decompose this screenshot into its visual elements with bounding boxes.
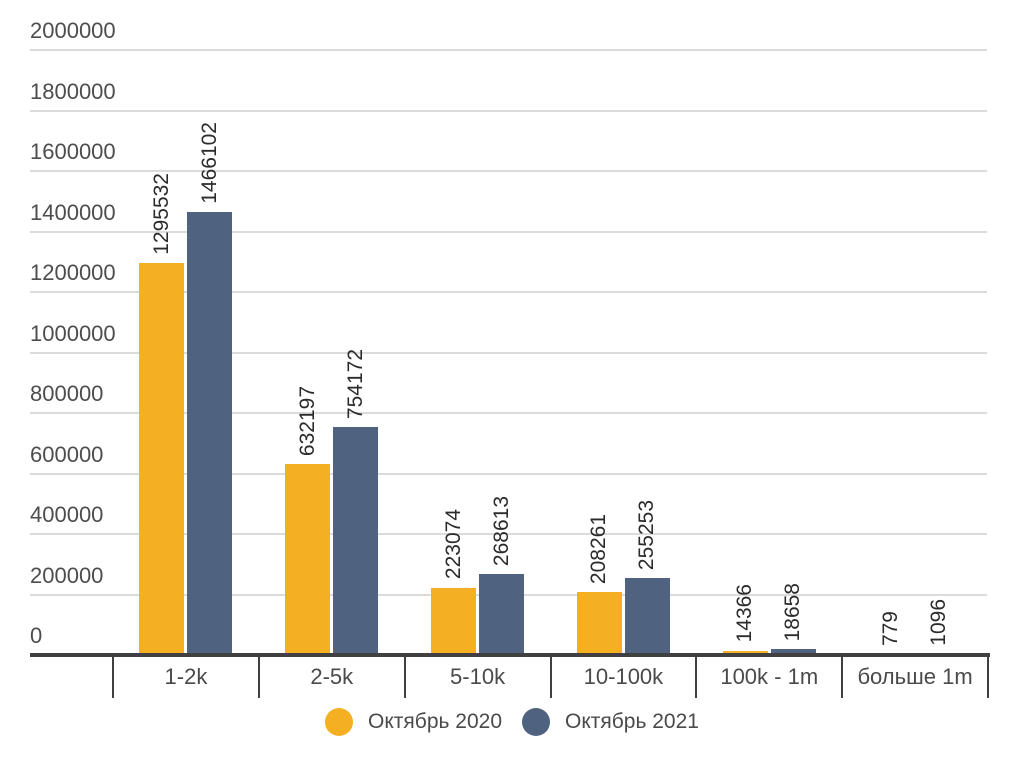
legend-label-october-2020: Октябрь 2020 (368, 710, 502, 733)
bar-value-label: 255253 (635, 499, 659, 570)
bar-series-2-cat-4 (624, 577, 670, 655)
x-axis-tick (403, 653, 406, 698)
bar-value-label: 1096 (927, 599, 951, 647)
bar-value-label: 779 (879, 611, 903, 647)
bar-series-1-cat-1 (139, 263, 185, 655)
y-gridline (30, 533, 987, 535)
x-axis-line (30, 653, 990, 657)
legend-item-october-2021[interactable]: Октябрь 2021 (522, 708, 699, 736)
bar-value-label: 14366 (733, 584, 757, 643)
x-category-label: больше 1m (857, 664, 973, 689)
x-category-label: 2-5k (310, 664, 354, 689)
x-axis-tick (841, 653, 844, 698)
bar-value-label: 1466102 (197, 121, 221, 204)
legend-swatch-october-2021-icon (522, 708, 550, 736)
bar-value-label: 18658 (781, 582, 805, 642)
x-category-label: 5-10k (450, 664, 506, 689)
x-category-label: 100k - 1m (720, 664, 819, 689)
y-gridline (30, 109, 987, 112)
y-axis-tick-label: 600000 (30, 441, 104, 467)
y-axis-tick-label: 1000000 (30, 320, 116, 346)
y-gridline (30, 230, 987, 233)
y-gridline (30, 170, 987, 172)
y-gridline (30, 412, 987, 414)
y-axis-tick-label: 0 (30, 623, 43, 648)
bar-series-1-cat-4 (576, 592, 622, 655)
y-gridline (30, 49, 987, 51)
bar-series-2-cat-3 (479, 573, 525, 655)
y-axis-tick-label: 1800000 (30, 78, 116, 104)
bar-series-1-cat-3 (431, 587, 477, 655)
y-axis-tick-label: 1400000 (30, 199, 116, 225)
bar-series-1-cat-5 (722, 650, 768, 655)
y-axis-tick-label: 800000 (30, 381, 104, 406)
x-axis-tick (695, 653, 698, 698)
y-axis-tick-label: 400000 (30, 502, 104, 527)
bar-value-label: 1295532 (149, 173, 173, 256)
bar-series-2-cat-2 (333, 426, 379, 655)
bar-value-label: 223074 (441, 509, 465, 580)
bar-value-label: 208261 (587, 513, 611, 585)
y-gridline (30, 291, 987, 293)
legend-item-october-2020[interactable]: Октябрь 2020 (325, 708, 502, 736)
x-category-label: 10-100k (583, 664, 664, 689)
bar-value-label: 754172 (343, 348, 367, 419)
bar-value-label: 632197 (295, 385, 319, 456)
chart-legend: Октябрь 2020 Октябрь 2021 (0, 708, 1024, 736)
bar-value-label: 268613 (489, 495, 513, 566)
legend-swatch-october-2020-icon (325, 708, 354, 736)
y-gridline (30, 351, 987, 354)
x-category-label: 1-2k (164, 664, 208, 689)
y-axis-tick-label: 1600000 (30, 139, 116, 164)
x-axis-tick (987, 653, 989, 698)
y-axis-tick-label: 1200000 (30, 260, 116, 285)
bar-series-1-cat-2 (285, 463, 331, 655)
bar-series-2-cat-1 (187, 211, 233, 655)
x-axis-tick (549, 653, 552, 698)
y-axis-tick-label: 200000 (30, 562, 104, 588)
x-axis-tick (257, 653, 260, 698)
y-gridline (30, 472, 987, 475)
legend-label-october-2021: Октябрь 2021 (565, 710, 699, 733)
y-axis-tick-label: 2000000 (30, 18, 116, 43)
bar-series-2-cat-5 (770, 649, 816, 655)
x-axis-tick (112, 653, 114, 698)
